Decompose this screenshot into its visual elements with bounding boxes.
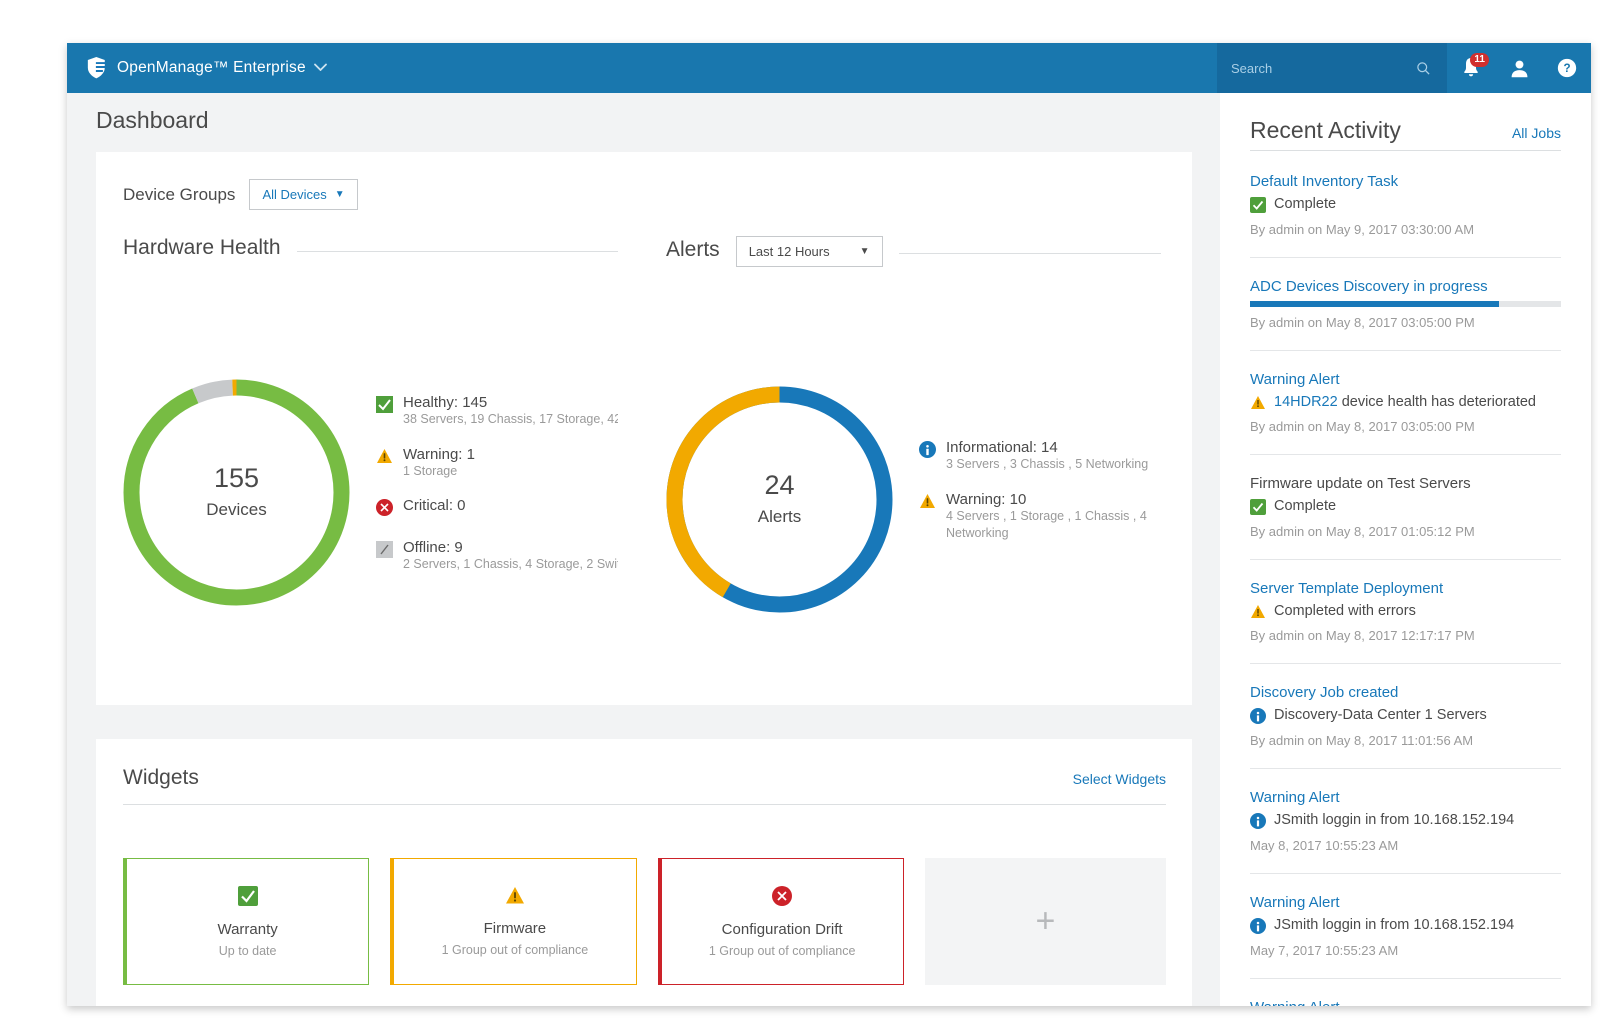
svg-text:24: 24 [764,470,794,500]
svg-text:Alerts: Alerts [758,507,801,526]
svg-text:?: ? [1563,62,1570,75]
svg-text:155: 155 [214,463,259,493]
svg-text:Devices: Devices [206,500,266,519]
